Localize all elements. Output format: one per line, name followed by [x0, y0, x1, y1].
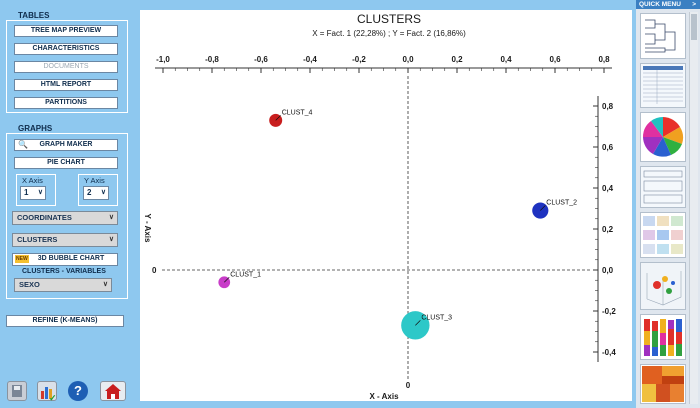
chevron-down-icon: ∨	[100, 189, 106, 196]
point-label: CLUST_4	[282, 109, 313, 116]
help-icon[interactable]: ?	[68, 381, 88, 401]
x-tick-label: -0,8	[205, 55, 219, 64]
clusters-combo[interactable]: CLUSTERS ∨	[12, 233, 118, 247]
tables-frame	[6, 20, 128, 113]
thumb-pie[interactable]	[640, 112, 686, 162]
chevron-down-icon: ∨	[108, 214, 114, 221]
chart-subtitle: X = Fact. 1 (22,28%) ; Y = Fact. 2 (16,8…	[312, 29, 466, 38]
report-check-icon[interactable]: ✓	[37, 381, 57, 403]
y-tick-label: 0,0	[602, 266, 614, 275]
y-axis-label: Y Axis	[84, 176, 105, 185]
graph-maker-button[interactable]: 🔍 GRAPH MAKER	[14, 139, 118, 151]
origin-y-label: 0	[152, 266, 157, 275]
thumb-3d-bubble[interactable]	[640, 262, 686, 310]
chart-title: CLUSTERS	[357, 12, 421, 26]
stacked-bar-icon	[644, 319, 682, 356]
3d-bubble-chart-label: 3D BUBBLE CHART	[37, 255, 105, 262]
cluster-plot: CLUSTERS X = Fact. 1 (22,28%) ; Y = Fact…	[140, 10, 632, 401]
thumb-multi-charts[interactable]	[640, 212, 686, 258]
y-axis-value: 2	[87, 188, 92, 197]
graphs-frame	[6, 133, 128, 299]
magnifier-icon: 🔍	[18, 140, 28, 149]
chevron-down-icon: ∨	[108, 236, 114, 243]
home-icon[interactable]	[100, 381, 126, 401]
point-leader	[224, 277, 230, 283]
x-tick-label: 0,4	[500, 55, 512, 64]
refine-kmeans-button[interactable]: REFINE (K-MEANS)	[6, 315, 124, 327]
table-icon	[643, 66, 683, 104]
thumb-table[interactable]	[640, 63, 686, 108]
x-axis-label: X Axis	[22, 176, 43, 185]
y-tick-label: 0,2	[602, 225, 614, 234]
y-tick-label: 0,8	[602, 102, 614, 111]
cluster-chart: CLUSTERS X = Fact. 1 (22,28%) ; Y = Fact…	[143, 12, 616, 401]
coordinates-combo-label: COORDINATES	[17, 213, 72, 222]
variable-combo[interactable]: SEXO ∨	[14, 278, 112, 292]
pie-icon	[643, 117, 684, 157]
x-tick-label: 0,8	[598, 55, 610, 64]
partitions-button[interactable]: PARTITIONS	[14, 97, 118, 109]
x-tick-label: -0,4	[303, 55, 317, 64]
left-panel: TABLES TREE MAP PREVIEW CHARACTERISTICS …	[0, 0, 133, 408]
3d-bubble-chart-button[interactable]: NEW 3D BUBBLE CHART	[12, 253, 118, 266]
x-tick-label: -0,6	[254, 55, 268, 64]
documents-button[interactable]: DOCUMENTS	[14, 61, 118, 73]
point-leader	[415, 320, 421, 326]
quick-menu-scrollbar[interactable]	[689, 12, 698, 404]
bubble-3d-icon	[646, 271, 682, 306]
y-tick-label: -0,4	[602, 348, 616, 357]
clusters-variables-label: CLUSTERS - VARIABLES	[22, 268, 106, 275]
tree-map-preview-button[interactable]: TREE MAP PREVIEW	[14, 25, 118, 37]
y-tick-label: 0,4	[602, 184, 614, 193]
x-axis-select[interactable]: 1 ∨	[20, 186, 46, 200]
point-leader	[275, 115, 281, 121]
x-tick-label: 0,6	[549, 55, 561, 64]
point-leader	[540, 205, 546, 211]
scroll-thumb[interactable]	[691, 14, 697, 40]
coordinates-combo[interactable]: COORDINATES ∨	[12, 211, 118, 225]
thumb-dendrogram[interactable]	[640, 13, 686, 59]
save-icon[interactable]	[7, 381, 27, 401]
y-axis-title: Y - Axis	[143, 214, 152, 243]
x-tick-label: -0,2	[352, 55, 366, 64]
x-axis-frame	[16, 174, 56, 206]
graph-maker-label: GRAPH MAKER	[39, 141, 93, 148]
pie-chart-button[interactable]: PIE CHART	[14, 157, 118, 169]
tables-title: TABLES	[18, 11, 50, 20]
x-tick-label: 0,0	[402, 55, 414, 64]
graphs-title: GRAPHS	[18, 124, 53, 133]
point-label: CLUST_3	[421, 314, 452, 321]
y-tick-label: 0,6	[602, 143, 614, 152]
collapse-icon[interactable]: >	[692, 1, 696, 8]
y-axis-frame	[78, 174, 118, 206]
thumb-treemap[interactable]	[640, 364, 686, 404]
x-axis-title: X - Axis	[369, 392, 399, 401]
report-icon	[643, 170, 683, 204]
quick-menu: QUICK MENU >	[636, 0, 700, 408]
point-label: CLUST_2	[546, 200, 577, 207]
quick-menu-header: QUICK MENU >	[636, 0, 700, 9]
points-group: CLUST_4 CLUST_2 CLUST_1 CLUST_3	[218, 109, 577, 340]
point-label: CLUST_1	[230, 271, 261, 278]
y-axis-select[interactable]: 2 ∨	[83, 186, 109, 200]
axes-group: -1,0 -0,8 -0,6 -0,4 -0,2 0,0 0,2 0,4 0,6 0,8 0,8 0,…	[152, 55, 616, 390]
characteristics-button[interactable]: CHARACTERISTICS	[14, 43, 118, 55]
treemap-icon	[642, 366, 684, 402]
dendrogram-icon	[645, 19, 676, 53]
thumb-report[interactable]	[640, 166, 686, 208]
chevron-down-icon: ∨	[37, 189, 43, 196]
x-axis-value: 1	[24, 188, 29, 197]
thumb-stacked-bars[interactable]	[640, 314, 686, 360]
variable-combo-label: SEXO	[19, 280, 40, 289]
clusters-combo-label: CLUSTERS	[17, 235, 58, 244]
y-tick-label: -0,2	[602, 307, 616, 316]
quick-menu-title: QUICK MENU	[639, 1, 681, 8]
origin-x-label: 0	[406, 381, 411, 390]
new-badge: NEW	[15, 255, 29, 263]
x-tick-label: -1,0	[156, 55, 170, 64]
multi-chart-icon	[643, 216, 683, 254]
html-report-button[interactable]: HTML REPORT	[14, 79, 118, 91]
x-tick-label: 0,2	[451, 55, 463, 64]
chevron-down-icon: ∨	[102, 281, 108, 288]
